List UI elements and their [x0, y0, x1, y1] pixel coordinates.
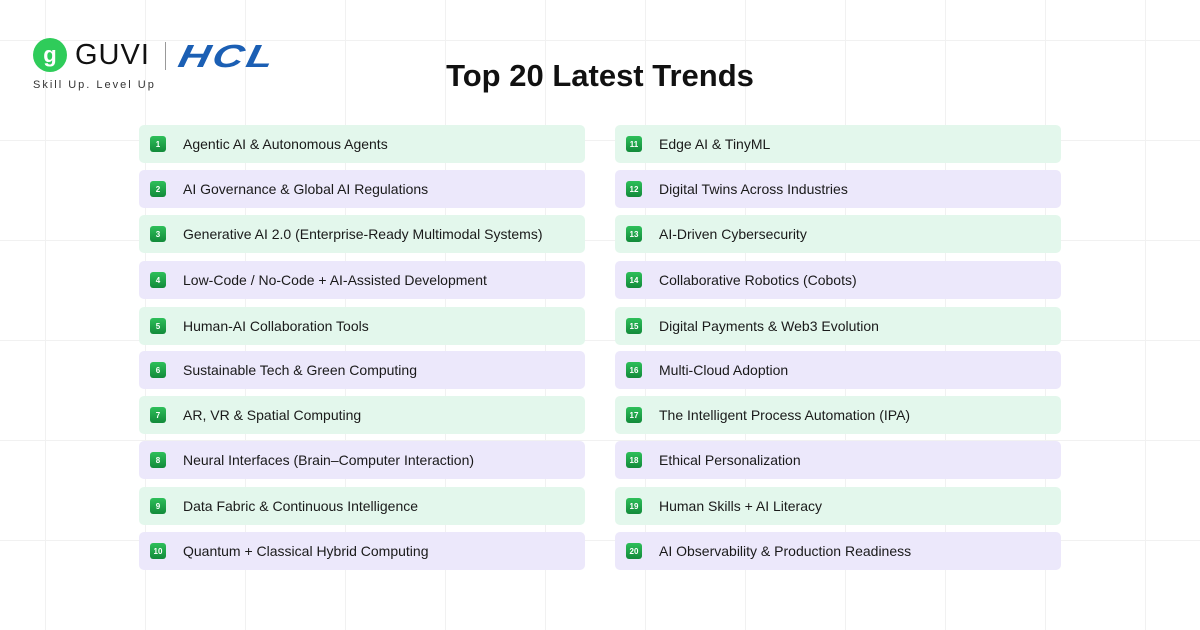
trend-item: 16 Multi-Cloud Adoption	[615, 351, 1061, 389]
number-badge: 12	[626, 181, 642, 197]
tagline: Skill Up. Level Up	[33, 79, 156, 91]
trend-item: 9 Data Fabric & Continuous Intelligence	[139, 487, 585, 525]
number-badge: 9	[150, 498, 166, 514]
trend-item: 10 Quantum + Classical Hybrid Computing	[139, 532, 585, 570]
number-badge: 1	[150, 136, 166, 152]
page-title: Top 20 Latest Trends	[446, 58, 754, 93]
number-badge: 3	[150, 226, 166, 242]
guvi-wordmark: GUVI	[75, 39, 150, 71]
number-badge: 14	[626, 272, 642, 288]
trend-label: Human Skills + AI Literacy	[659, 498, 823, 514]
number-badge: 5	[150, 318, 166, 334]
number-badge: 18	[626, 452, 642, 468]
trend-label: Generative AI 2.0 (Enterprise-Ready Mult…	[183, 226, 543, 242]
trend-label: Sustainable Tech & Green Computing	[183, 362, 417, 378]
trend-label: Agentic AI & Autonomous Agents	[183, 136, 388, 152]
trend-label: AR, VR & Spatial Computing	[183, 407, 362, 423]
trend-item: 19 Human Skills + AI Literacy	[615, 487, 1061, 525]
trend-label: Data Fabric & Continuous Intelligence	[183, 498, 419, 514]
trend-item: 4 Low-Code / No-Code + AI-Assisted Develo…	[139, 261, 585, 299]
trend-item: 18 Ethical Personalization	[615, 441, 1061, 479]
number-badge: 6	[150, 362, 166, 378]
guvi-logo-icon: g	[33, 38, 67, 72]
number-badge: 17	[626, 407, 642, 423]
trend-label: Multi-Cloud Adoption	[659, 362, 789, 378]
number-badge: 15	[626, 318, 642, 334]
number-badge: 4	[150, 272, 166, 288]
number-badge: 2	[150, 181, 166, 197]
trend-item: 14 Collaborative Robotics (Cobots)	[615, 261, 1061, 299]
number-badge: 13	[626, 226, 642, 242]
number-badge: 19	[626, 498, 642, 514]
trend-item: 5 Human-AI Collaboration Tools	[139, 307, 585, 345]
number-badge: 8	[150, 452, 166, 468]
trend-item: 2 AI Governance & Global AI Regulations	[139, 170, 585, 208]
trend-item: 15 Digital Payments & Web3 Evolution	[615, 307, 1061, 345]
number-badge: 16	[626, 362, 642, 378]
trend-item: 6 Sustainable Tech & Green Computing	[139, 351, 585, 389]
trend-label: AI Observability & Production Readiness	[659, 543, 912, 559]
trend-item: 7 AR, VR & Spatial Computing	[139, 396, 585, 434]
number-badge: 10	[150, 543, 166, 559]
trend-label: Ethical Personalization	[659, 452, 801, 468]
number-badge: 7	[150, 407, 166, 423]
trend-label: AI-Driven Cybersecurity	[659, 226, 807, 242]
trend-label: The Intelligent Process Automation (IPA)	[659, 407, 911, 423]
trend-item: 11 Edge AI & TinyML	[615, 125, 1061, 163]
trend-label: Digital Twins Across Industries	[659, 181, 848, 197]
trend-label: Quantum + Classical Hybrid Computing	[183, 543, 429, 559]
trend-label: Neural Interfaces (Brain–Computer Intera…	[183, 452, 475, 468]
trend-item: 17 The Intelligent Process Automation (IP…	[615, 396, 1061, 434]
trend-item: 8 Neural Interfaces (Brain–Computer Inter…	[139, 441, 585, 479]
trend-item: 1 Agentic AI & Autonomous Agents	[139, 125, 585, 163]
number-badge: 11	[626, 136, 642, 152]
trend-label: Edge AI & TinyML	[659, 136, 771, 152]
trend-label: AI Governance & Global AI Regulations	[183, 181, 429, 197]
trend-label: Low-Code / No-Code + AI-Assisted Develop…	[183, 272, 487, 288]
trend-item: 20 AI Observability & Production Readines…	[615, 532, 1061, 570]
trend-item: 12 Digital Twins Across Industries	[615, 170, 1061, 208]
trend-item: 13 AI-Driven Cybersecurity	[615, 215, 1061, 253]
number-badge: 20	[626, 543, 642, 559]
logo-divider	[165, 42, 166, 70]
trend-label: Collaborative Robotics (Cobots)	[659, 272, 857, 288]
trend-label: Digital Payments & Web3 Evolution	[659, 318, 879, 334]
trend-item: 3 Generative AI 2.0 (Enterprise-Ready Mul…	[139, 215, 585, 253]
trend-label: Human-AI Collaboration Tools	[183, 318, 369, 334]
